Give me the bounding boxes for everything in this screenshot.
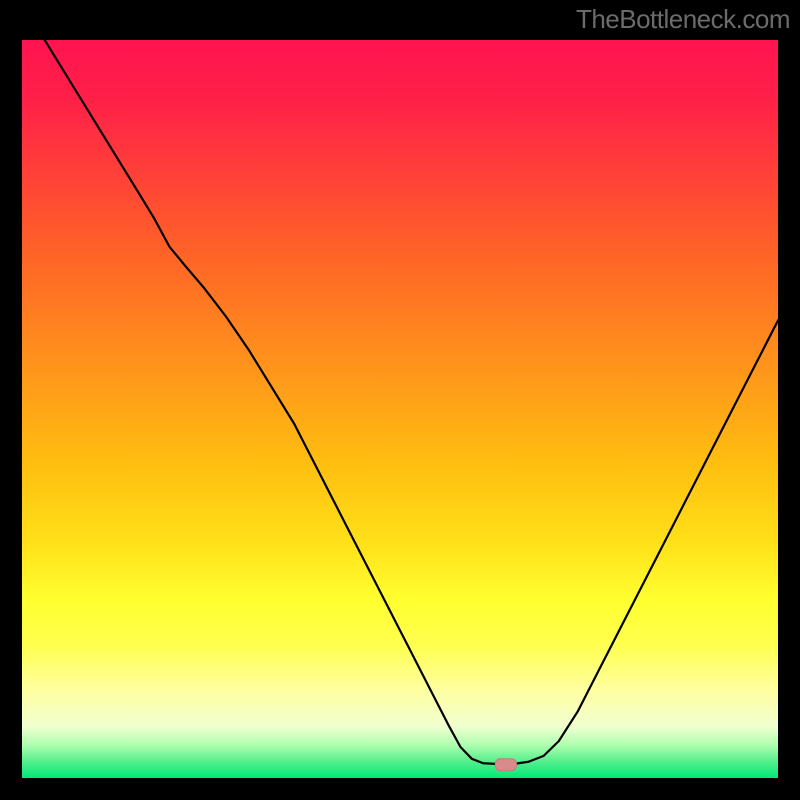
- chart-frame-side: [0, 778, 800, 800]
- chart-frame-side: [0, 0, 22, 800]
- optimal-marker: [495, 759, 516, 771]
- plot-area: [22, 40, 778, 778]
- chart-container: TheBottleneck.com: [0, 0, 800, 800]
- branding-text: TheBottleneck.com: [576, 4, 790, 35]
- heatmap-background: [22, 40, 778, 778]
- chart-svg: [0, 0, 800, 800]
- chart-frame-side: [778, 0, 800, 800]
